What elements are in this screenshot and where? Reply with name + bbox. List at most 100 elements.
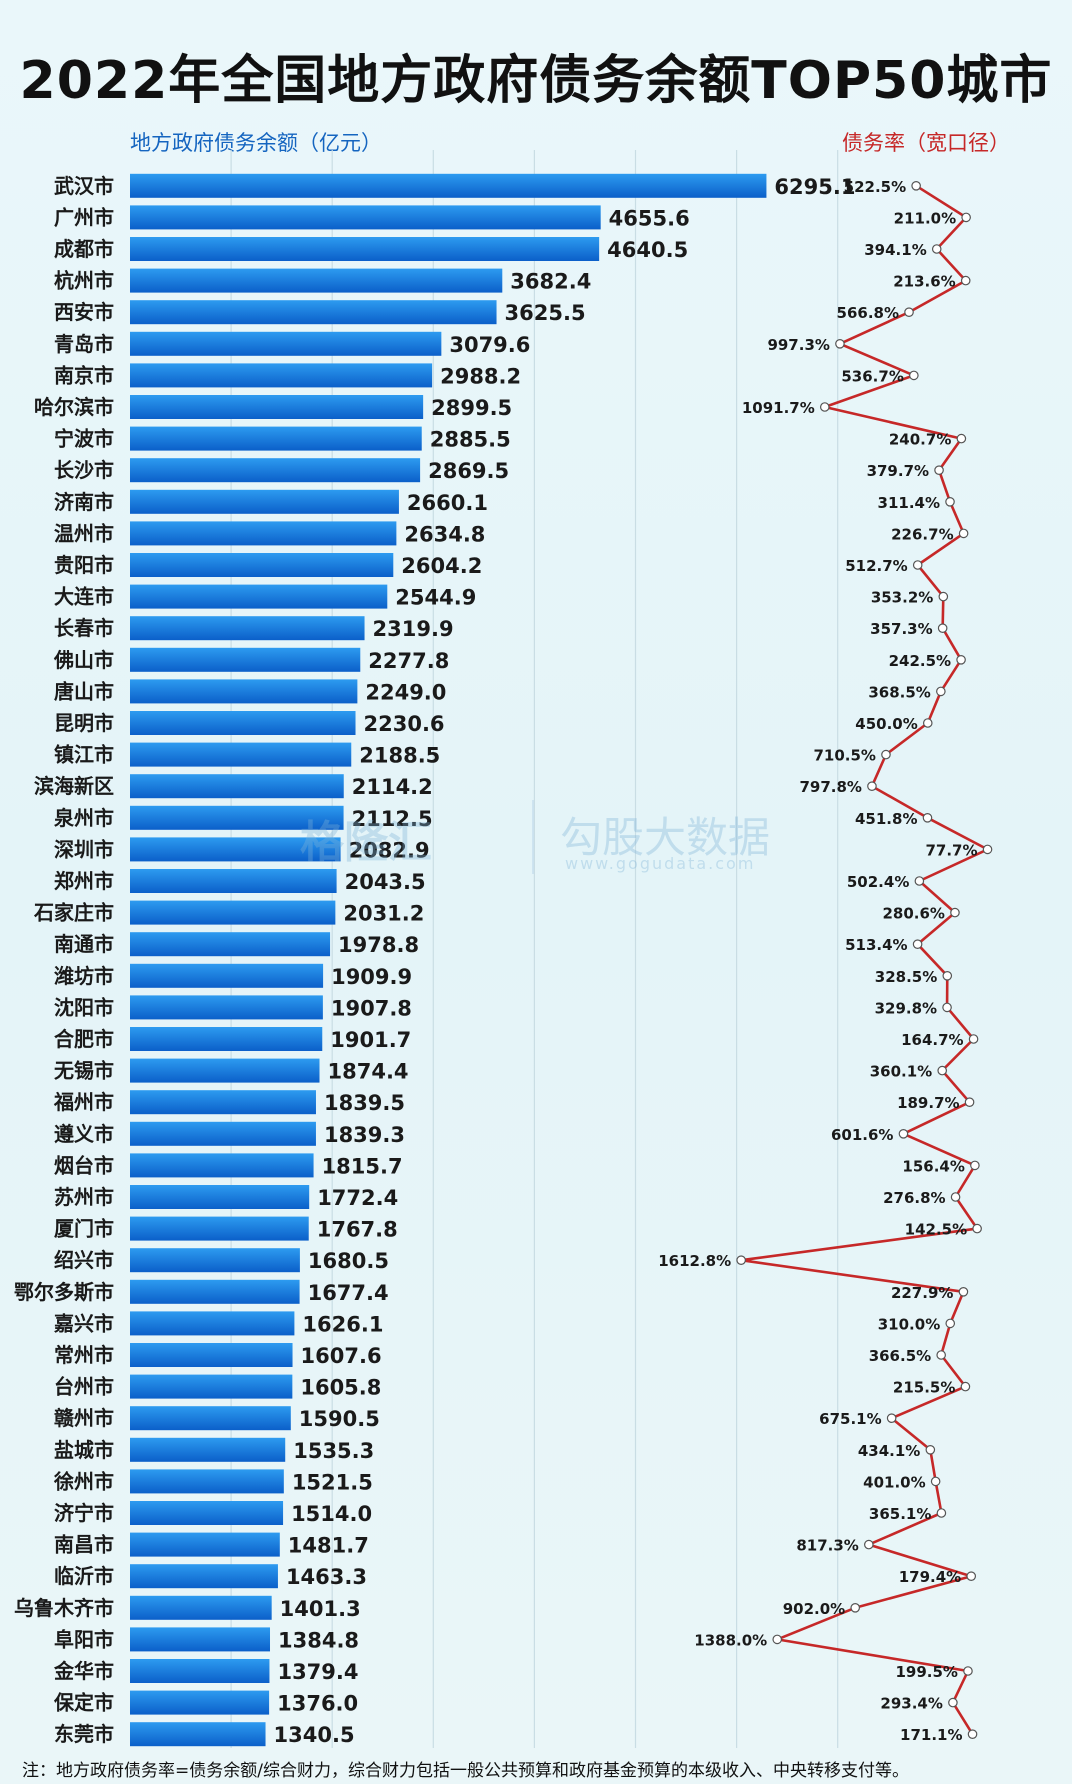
bar-value-label: 1626.1 — [302, 1312, 383, 1336]
line-value-label: 189.7% — [897, 1094, 959, 1112]
line-value-label: 353.2% — [871, 589, 933, 607]
line-value-label: 365.1% — [869, 1505, 931, 1523]
bar-value-label: 1767.8 — [317, 1218, 398, 1242]
line-point — [914, 876, 925, 886]
bar — [130, 1343, 293, 1367]
line-point — [958, 528, 969, 539]
line-point — [964, 1097, 975, 1107]
bar — [130, 900, 336, 925]
bar — [130, 1311, 295, 1336]
line-value-label: 566.8% — [837, 304, 899, 322]
bar — [130, 1121, 316, 1146]
bar-value-label: 2249.0 — [365, 680, 446, 704]
category-label: 哈尔滨市 — [34, 395, 114, 419]
line-value-label: 536.7% — [841, 367, 903, 385]
line-value-label: 328.5% — [875, 968, 937, 986]
bar-value-label: 1401.3 — [280, 1597, 361, 1621]
line-point — [968, 1034, 979, 1044]
category-label: 青岛市 — [54, 332, 114, 356]
debt-ratio-line — [739, 184, 989, 1735]
line-point — [960, 275, 971, 286]
category-label: 贵阳市 — [54, 553, 114, 577]
bar — [130, 521, 397, 546]
bar-value-label: 1605.8 — [300, 1376, 381, 1400]
category-label: 宁波市 — [54, 427, 114, 451]
bar-value-label: 1340.5 — [274, 1723, 355, 1747]
category-label: 东莞市 — [54, 1722, 114, 1746]
bar-value-label: 1677.4 — [308, 1281, 389, 1305]
line-point — [864, 1539, 874, 1550]
bar-value-label: 1514.0 — [291, 1502, 372, 1526]
line-point — [931, 244, 942, 254]
line-value-label: 242.5% — [889, 652, 951, 670]
line-value-label: 215.5% — [893, 1379, 955, 1397]
bar-value-label: 1978.8 — [338, 933, 419, 957]
line-value-label: 368.5% — [868, 683, 930, 701]
line-point — [934, 465, 944, 475]
line-point — [942, 1002, 952, 1013]
line-point — [982, 844, 993, 855]
line-value-label: 513.4% — [845, 936, 907, 954]
line-point — [904, 307, 914, 317]
bar-value-label: 2319.9 — [373, 617, 454, 641]
line-point — [898, 1129, 909, 1139]
bar-value-label: 1901.7 — [330, 1028, 411, 1052]
bar — [130, 647, 361, 672]
line-point — [966, 1571, 977, 1581]
line-point — [936, 1508, 947, 1518]
category-label: 长沙市 — [54, 458, 114, 482]
bar — [130, 995, 323, 1020]
line-point — [945, 1318, 956, 1329]
bar-value-label: 2082.9 — [349, 838, 430, 862]
line-value-label: 902.0% — [783, 1600, 845, 1618]
category-label: 济南市 — [54, 490, 114, 514]
bar — [130, 963, 324, 988]
bar — [130, 489, 399, 514]
bar — [130, 1564, 278, 1589]
bar — [130, 237, 600, 261]
category-label: 大连市 — [54, 585, 114, 609]
category-label: 深圳市 — [54, 837, 114, 861]
line-point — [922, 812, 933, 823]
bar-value-label: 1907.8 — [331, 996, 412, 1020]
line-value-label: 240.7% — [889, 431, 951, 449]
line-point — [960, 1381, 971, 1392]
line-value-label: 293.4% — [880, 1695, 942, 1713]
bar — [130, 932, 331, 957]
line-point — [937, 1065, 948, 1076]
line-value-label: 601.6% — [831, 1126, 893, 1144]
line-value-label: 179.4% — [899, 1568, 961, 1586]
bar-value-label: 3625.5 — [505, 301, 586, 325]
line-value-label: 211.0% — [894, 209, 956, 227]
category-label: 鄂尔多斯市 — [14, 1280, 114, 1304]
line-point — [950, 907, 960, 918]
line-point — [912, 560, 923, 570]
line-value-label: 164.7% — [901, 1031, 963, 1049]
bar-value-label: 1839.5 — [324, 1091, 405, 1115]
line-value-label: 227.9% — [891, 1284, 953, 1302]
bar-value-label: 1376.0 — [277, 1692, 358, 1716]
line-point — [930, 1476, 941, 1487]
line-point — [956, 654, 966, 665]
bar — [130, 331, 442, 356]
line-point — [922, 718, 933, 728]
bar — [130, 173, 767, 198]
line-point — [945, 496, 955, 507]
bar — [130, 1058, 320, 1083]
line-point — [736, 1255, 746, 1265]
category-label: 泉州市 — [53, 806, 114, 830]
bar — [130, 1216, 309, 1241]
bar-value-label: 2114.2 — [352, 775, 433, 799]
line-point — [925, 1445, 936, 1455]
category-label: 乌鲁木齐市 — [14, 1596, 114, 1620]
bar-value-label: 3079.6 — [449, 333, 530, 357]
category-label: 佛山市 — [53, 648, 114, 672]
line-point — [937, 623, 948, 633]
line-point — [958, 1287, 969, 1297]
bar — [130, 300, 497, 325]
category-label: 武汉市 — [54, 174, 114, 198]
bar — [130, 1532, 280, 1557]
line-point — [912, 939, 923, 949]
category-label: 郑州市 — [54, 869, 114, 893]
